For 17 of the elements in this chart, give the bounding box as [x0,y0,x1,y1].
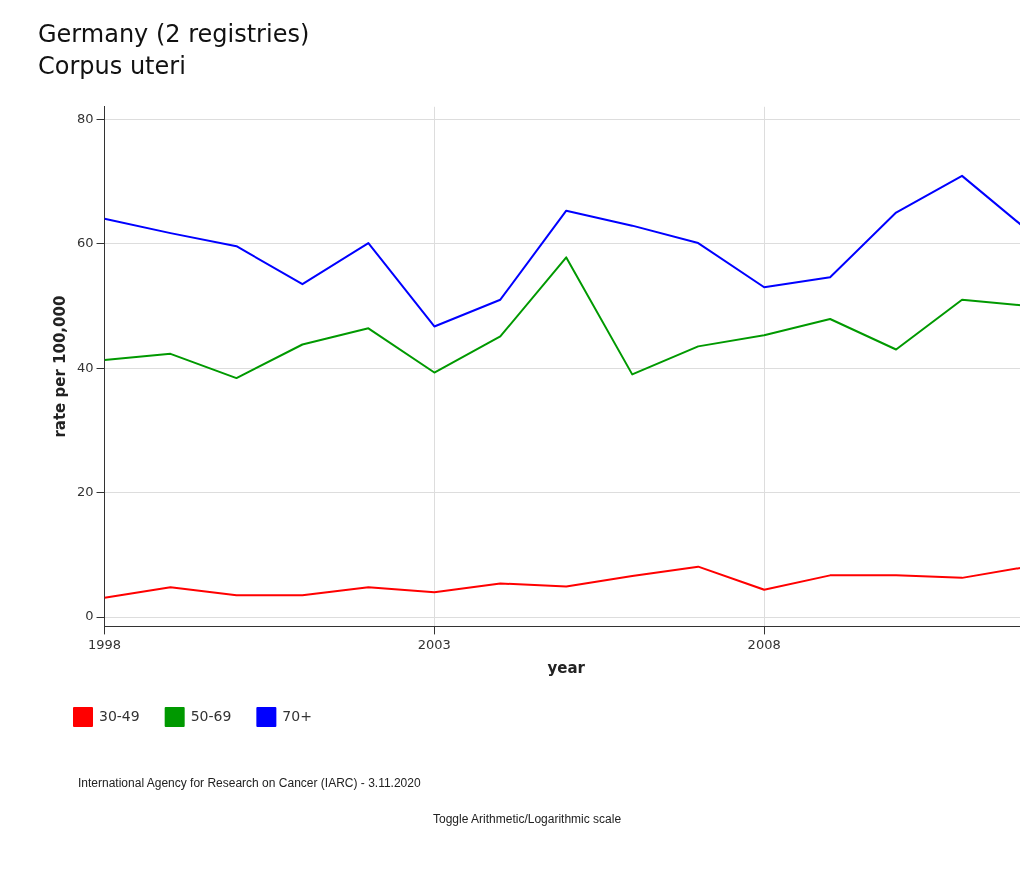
chart-title: Germany (2 registries) [38,19,311,50]
legend-label: 30-49 [99,707,140,724]
y-tick-label: 0 [85,608,94,624]
y-tick-label: 80 [77,110,94,126]
x-tick-label: 2008 [747,636,781,652]
legend-label: 50-69 [190,707,232,724]
text: Toggle Arithmetic/Logarithmic scale [433,812,623,826]
chart-subtitle: Corpus uteri [38,51,187,82]
x-tick-label: 1998 [88,636,122,652]
x-axis-title: year [547,658,586,677]
text: International Agency for Research on Cancer (IARC) - 3.11.2020 [78,776,422,790]
y-axis-title: rate per 100,000 [50,295,69,438]
y-tick-label: 40 [77,359,94,375]
y-tick-label: 20 [77,483,94,499]
x-tick-label: 2003 [417,636,451,652]
legend-label: 70+ [282,707,312,724]
y-tick-label: 60 [77,235,94,251]
